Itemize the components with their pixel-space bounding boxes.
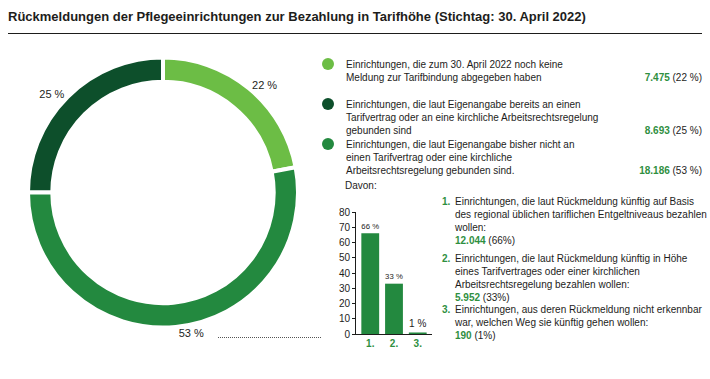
svg-text:53 %: 53 % (179, 327, 204, 339)
svg-text:50: 50 (339, 252, 351, 263)
html-text:3.: 3. (442, 304, 451, 315)
svg-text:0: 0 (344, 329, 350, 340)
svg-text:80: 80 (339, 207, 351, 218)
svg-text:33 %: 33 % (385, 272, 403, 281)
html-text:Einrichtungen, die laut Eigena: Einrichtungen, die laut Eigenangabe bish… (346, 139, 575, 176)
html-text:7.475 (22 %): 7.475 (22 %) (644, 72, 702, 83)
svg-text:25 %: 25 % (39, 88, 64, 100)
svg-text:10: 10 (339, 313, 351, 324)
html-text:2.: 2. (442, 253, 451, 264)
html-text:Einrichtungen, die laut Rückme: Einrichtungen, die laut Rückmeldung künf… (455, 253, 688, 290)
svg-text:1 %: 1 % (409, 318, 426, 329)
html-text:Einrichtungen, die laut Rückme: Einrichtungen, die laut Rückmeldung künf… (455, 196, 707, 233)
html-text:8.693 (25 %): 8.693 (25 %) (644, 125, 702, 136)
svg-text:30: 30 (339, 283, 351, 294)
html-text:Einrichtungen, aus deren Rückm: Einrichtungen, aus deren Rückmeldung nic… (455, 304, 702, 328)
html-text:Einrichtungen, die laut Eigena: Einrichtungen, die laut Eigenangabe bere… (346, 99, 599, 136)
svg-text:60: 60 (339, 237, 351, 248)
svg-text:20: 20 (339, 298, 351, 309)
svg-text:2.: 2. (390, 338, 399, 349)
html-text:Rückmeldungen der Pflegeeinric: Rückmeldungen der Pflegeeinrichtungen zu… (8, 9, 586, 24)
svg-text:40: 40 (339, 268, 351, 279)
html-text:12.044 (66%): 12.044 (66%) (455, 235, 515, 246)
svg-text:70: 70 (339, 222, 351, 233)
html-text:Davon:: Davon: (345, 180, 377, 191)
svg-text:3.: 3. (414, 338, 423, 349)
html-text:190 (1%): 190 (1%) (455, 330, 496, 341)
html-text:1.: 1. (442, 196, 451, 207)
html-text:5.952 (33%): 5.952 (33%) (455, 292, 510, 303)
svg-text:1.: 1. (366, 338, 375, 349)
svg-text:66 %: 66 % (361, 222, 379, 231)
html-text:18.186 (53 %): 18.186 (53 %) (639, 165, 702, 176)
svg-text:22 %: 22 % (252, 79, 277, 91)
html-text:Einrichtungen, die zum 30. Apr: Einrichtungen, die zum 30. April 2022 no… (346, 59, 563, 83)
